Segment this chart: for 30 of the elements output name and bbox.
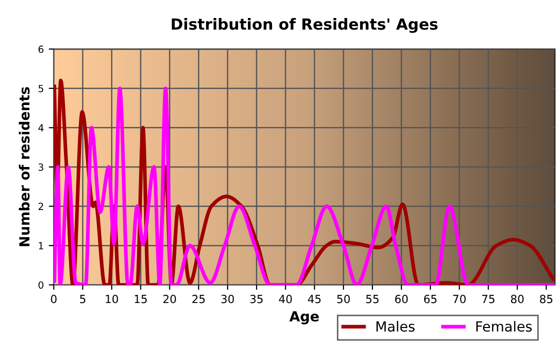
x-tick-label: 40 [279,294,292,304]
x-tick-label: 15 [134,294,147,304]
x-tick-label: 80 [510,294,524,304]
x-axis-title: Age [289,311,319,324]
y-tick-label: 5 [38,84,44,92]
x-tick-label: 35 [250,294,263,304]
x-tick-label: 75 [482,294,494,304]
chart-title: Distribution of Residents' Ages [172,18,438,33]
y-axis-title: Number of residents [18,87,30,246]
y-tick-label: 6 [38,46,44,53]
x-tick-label: 10 [106,294,118,304]
y-tick-label: 4 [38,124,44,132]
y-tick-label: 3 [38,163,44,171]
x-tick-label: 70 [453,294,466,304]
x-tick-label: 20 [163,294,176,304]
legend-label: Males [376,320,415,332]
y-tick-label: 2 [38,202,44,210]
x-tick-label: 50 [337,294,350,304]
y-tick-label: 0 [38,281,44,289]
y-tick-label: 1 [38,242,44,250]
x-tick-label: 30 [221,294,234,304]
x-tick-label: 55 [366,294,379,304]
x-tick-label: 45 [308,294,321,304]
x-tick-label: 0 [50,294,57,304]
x-tick-label: 25 [192,294,205,304]
x-tick-label: 5 [80,294,86,304]
x-tick-label: 65 [424,294,436,304]
legend-label: Females [476,320,532,332]
x-tick-label: 85 [540,294,552,304]
x-tick-label: 60 [395,294,408,304]
